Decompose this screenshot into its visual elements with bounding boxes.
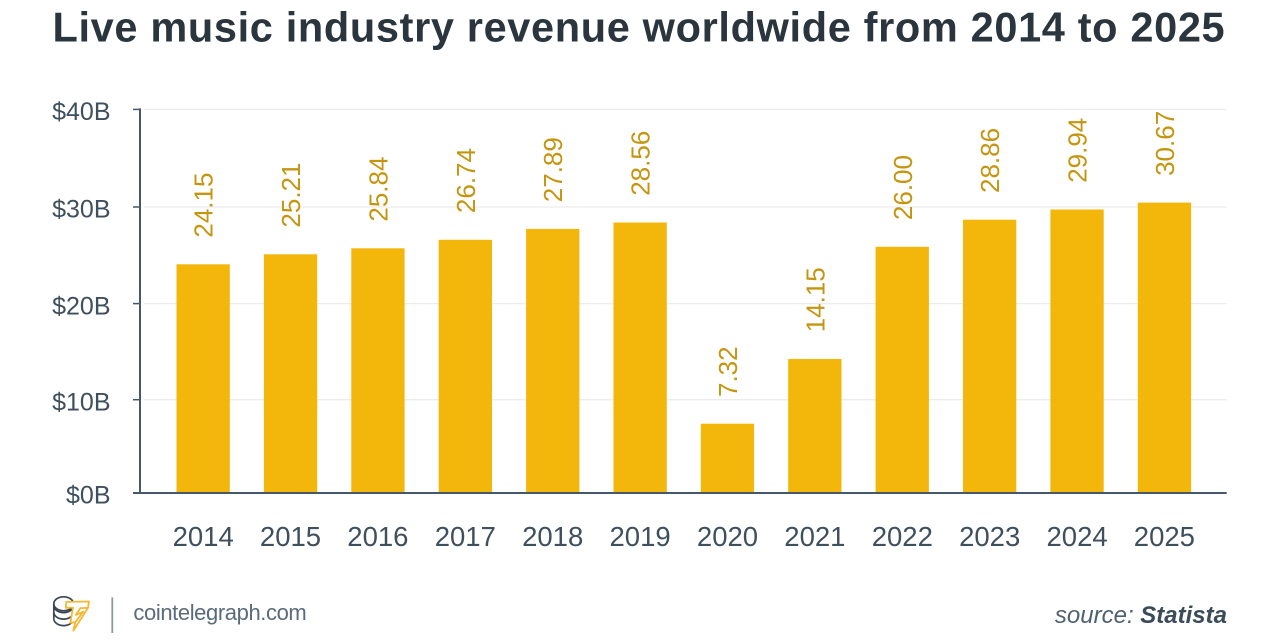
svg-text:29.94: 29.94 [1063,118,1093,183]
svg-text:26.00: 26.00 [888,155,918,220]
svg-text:2018: 2018 [522,521,583,552]
svg-text:Live music industry revenue wo: Live music industry revenue worldwide fr… [53,4,1226,51]
svg-text:30.67: 30.67 [1150,111,1180,176]
svg-text:$30B: $30B [52,196,110,224]
svg-text:2014: 2014 [173,521,234,552]
svg-text:source: Statista: source: Statista [1055,602,1227,629]
svg-text:2025: 2025 [1134,521,1195,552]
svg-text:24.15: 24.15 [189,173,219,238]
svg-text:$40B: $40B [52,98,110,126]
svg-text:25.84: 25.84 [363,157,393,222]
svg-text:2017: 2017 [435,521,496,552]
svg-text:$0B: $0B [66,482,110,510]
svg-text:2022: 2022 [872,521,933,552]
svg-text:7.32: 7.32 [713,346,743,397]
svg-text:2023: 2023 [959,521,1020,552]
svg-text:25.21: 25.21 [276,163,306,228]
svg-text:28.56: 28.56 [626,131,656,196]
svg-text:26.74: 26.74 [451,148,481,213]
svg-text:2015: 2015 [260,521,321,552]
svg-text:$20B: $20B [52,292,110,320]
svg-text:$10B: $10B [52,388,110,416]
svg-text:14.15: 14.15 [800,267,830,332]
svg-text:2024: 2024 [1047,521,1108,552]
svg-text:2020: 2020 [697,521,758,552]
svg-text:28.86: 28.86 [975,128,1005,193]
svg-text:2021: 2021 [784,521,845,552]
svg-text:2019: 2019 [610,521,671,552]
svg-text:cointelegraph.com: cointelegraph.com [133,600,306,625]
svg-text:27.89: 27.89 [538,137,568,202]
svg-text:2016: 2016 [347,521,408,552]
